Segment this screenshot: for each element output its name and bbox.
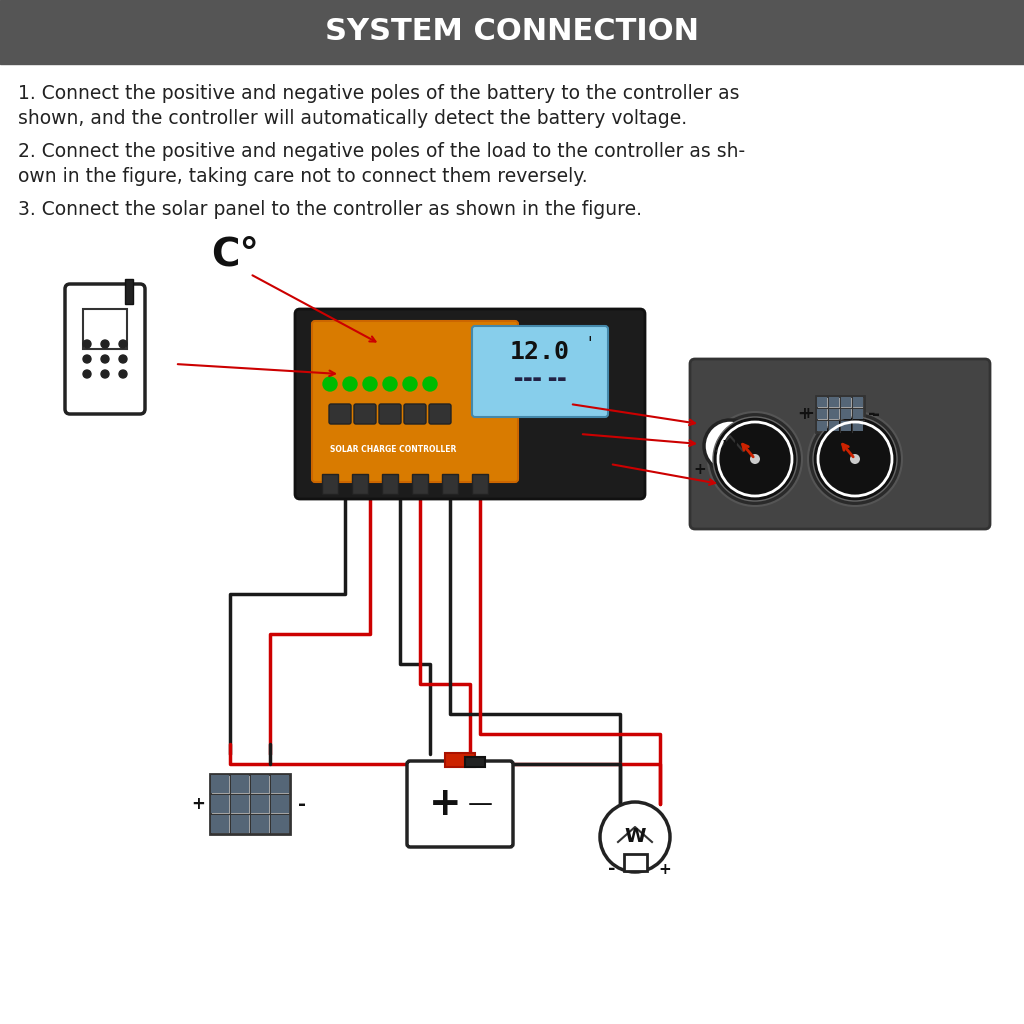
Circle shape — [383, 377, 397, 391]
Text: 2. Connect the positive and negative poles of the load to the controller as sh-
: 2. Connect the positive and negative pol… — [18, 142, 745, 186]
Text: —: — — [468, 792, 493, 816]
Bar — [271, 815, 289, 833]
Text: +: + — [693, 462, 707, 476]
FancyBboxPatch shape — [295, 309, 645, 499]
Bar — [722, 459, 739, 472]
Circle shape — [813, 417, 897, 501]
Circle shape — [808, 412, 902, 506]
Text: ': ' — [588, 335, 592, 353]
Text: -: - — [868, 406, 876, 423]
Circle shape — [119, 370, 127, 378]
Text: -: - — [872, 404, 880, 424]
Circle shape — [403, 377, 417, 391]
Bar — [445, 753, 475, 767]
Text: W: W — [722, 439, 737, 453]
Circle shape — [750, 454, 760, 464]
Text: W: W — [625, 827, 646, 847]
Bar — [817, 397, 827, 407]
Circle shape — [101, 340, 109, 348]
Bar — [829, 409, 839, 419]
Bar — [829, 421, 839, 431]
Bar — [829, 397, 839, 407]
Circle shape — [323, 377, 337, 391]
Circle shape — [83, 370, 91, 378]
FancyBboxPatch shape — [65, 284, 145, 414]
Bar — [412, 474, 428, 494]
Circle shape — [713, 417, 797, 501]
Circle shape — [362, 377, 377, 391]
FancyBboxPatch shape — [429, 404, 451, 424]
Text: 1. Connect the positive and negative poles of the battery to the controller as
s: 1. Connect the positive and negative pol… — [18, 84, 739, 128]
Text: 3. Connect the solar panel to the controller as shown in the figure.: 3. Connect the solar panel to the contro… — [18, 200, 642, 219]
Text: SOLAR CHARGE CONTROLLER: SOLAR CHARGE CONTROLLER — [330, 444, 456, 454]
Text: SYSTEM CONNECTION: SYSTEM CONNECTION — [325, 17, 699, 46]
Bar — [231, 795, 249, 813]
Bar — [352, 474, 368, 494]
Bar — [472, 474, 488, 494]
Bar — [442, 474, 458, 494]
Bar — [817, 421, 827, 431]
Bar — [251, 795, 269, 813]
Circle shape — [101, 355, 109, 362]
Circle shape — [343, 377, 357, 391]
Bar — [231, 815, 249, 833]
FancyBboxPatch shape — [312, 321, 518, 482]
Bar — [841, 409, 851, 419]
FancyBboxPatch shape — [472, 326, 608, 417]
Text: +: + — [802, 407, 814, 422]
Bar — [853, 397, 863, 407]
Circle shape — [119, 340, 127, 348]
Bar — [251, 815, 269, 833]
Circle shape — [600, 802, 670, 872]
Text: -: - — [298, 795, 306, 813]
Circle shape — [83, 355, 91, 362]
Bar — [211, 815, 229, 833]
FancyBboxPatch shape — [407, 761, 513, 847]
Bar — [251, 775, 269, 793]
Bar — [0, 0, 1024, 63]
Text: +: + — [191, 795, 205, 813]
Bar — [624, 854, 647, 871]
Bar — [816, 396, 864, 432]
Bar — [271, 775, 289, 793]
Text: -: - — [608, 860, 615, 878]
Bar — [125, 279, 133, 304]
Circle shape — [119, 355, 127, 362]
Bar — [853, 421, 863, 431]
Bar — [465, 757, 485, 767]
FancyBboxPatch shape — [354, 404, 376, 424]
Bar — [211, 795, 229, 813]
Circle shape — [83, 340, 91, 348]
FancyBboxPatch shape — [404, 404, 426, 424]
Text: ▬▬▬  ▬▬: ▬▬▬ ▬▬ — [514, 374, 566, 384]
Circle shape — [850, 454, 860, 464]
Bar — [841, 421, 851, 431]
Circle shape — [708, 412, 802, 506]
Bar — [211, 775, 229, 793]
Circle shape — [705, 420, 756, 472]
Bar — [231, 775, 249, 793]
Bar — [271, 795, 289, 813]
Text: +: + — [797, 406, 811, 423]
Bar — [841, 397, 851, 407]
FancyBboxPatch shape — [379, 404, 401, 424]
Text: +: + — [658, 861, 672, 877]
Bar — [382, 474, 398, 494]
Bar — [322, 474, 338, 494]
Circle shape — [423, 377, 437, 391]
Text: C°: C° — [211, 234, 259, 273]
Bar — [853, 409, 863, 419]
Text: 12.0: 12.0 — [510, 340, 570, 364]
Text: +: + — [429, 785, 462, 823]
Bar — [210, 774, 290, 834]
Bar — [83, 309, 127, 349]
Text: -: - — [757, 460, 764, 478]
FancyBboxPatch shape — [690, 359, 990, 529]
Bar — [817, 409, 827, 419]
Circle shape — [101, 370, 109, 378]
FancyBboxPatch shape — [329, 404, 351, 424]
